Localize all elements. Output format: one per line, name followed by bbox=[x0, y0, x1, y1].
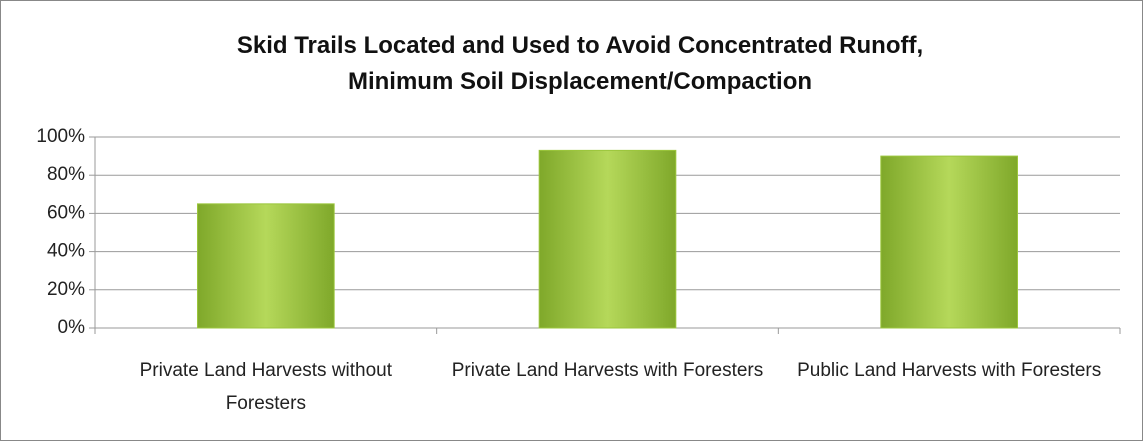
x-tick-label: Private Land Harvests without Foresters bbox=[139, 360, 393, 414]
y-tick-label: 60% bbox=[47, 202, 85, 223]
bar bbox=[880, 155, 1018, 329]
x-tick-label: Private Land Harvests with Foresters bbox=[451, 360, 764, 381]
bar bbox=[538, 149, 677, 329]
y-tick-label: 40% bbox=[47, 241, 85, 262]
y-tick-label: 80% bbox=[47, 164, 85, 185]
y-tick-label: 100% bbox=[36, 126, 85, 147]
bar bbox=[197, 203, 335, 329]
x-tick-label: Public Land Harvests with Foresters bbox=[797, 360, 1102, 381]
chart-title: Skid Trails Located and Used to Avoid Co… bbox=[236, 32, 924, 95]
y-tick-label: 20% bbox=[47, 279, 85, 300]
y-tick-label: 0% bbox=[58, 317, 86, 338]
